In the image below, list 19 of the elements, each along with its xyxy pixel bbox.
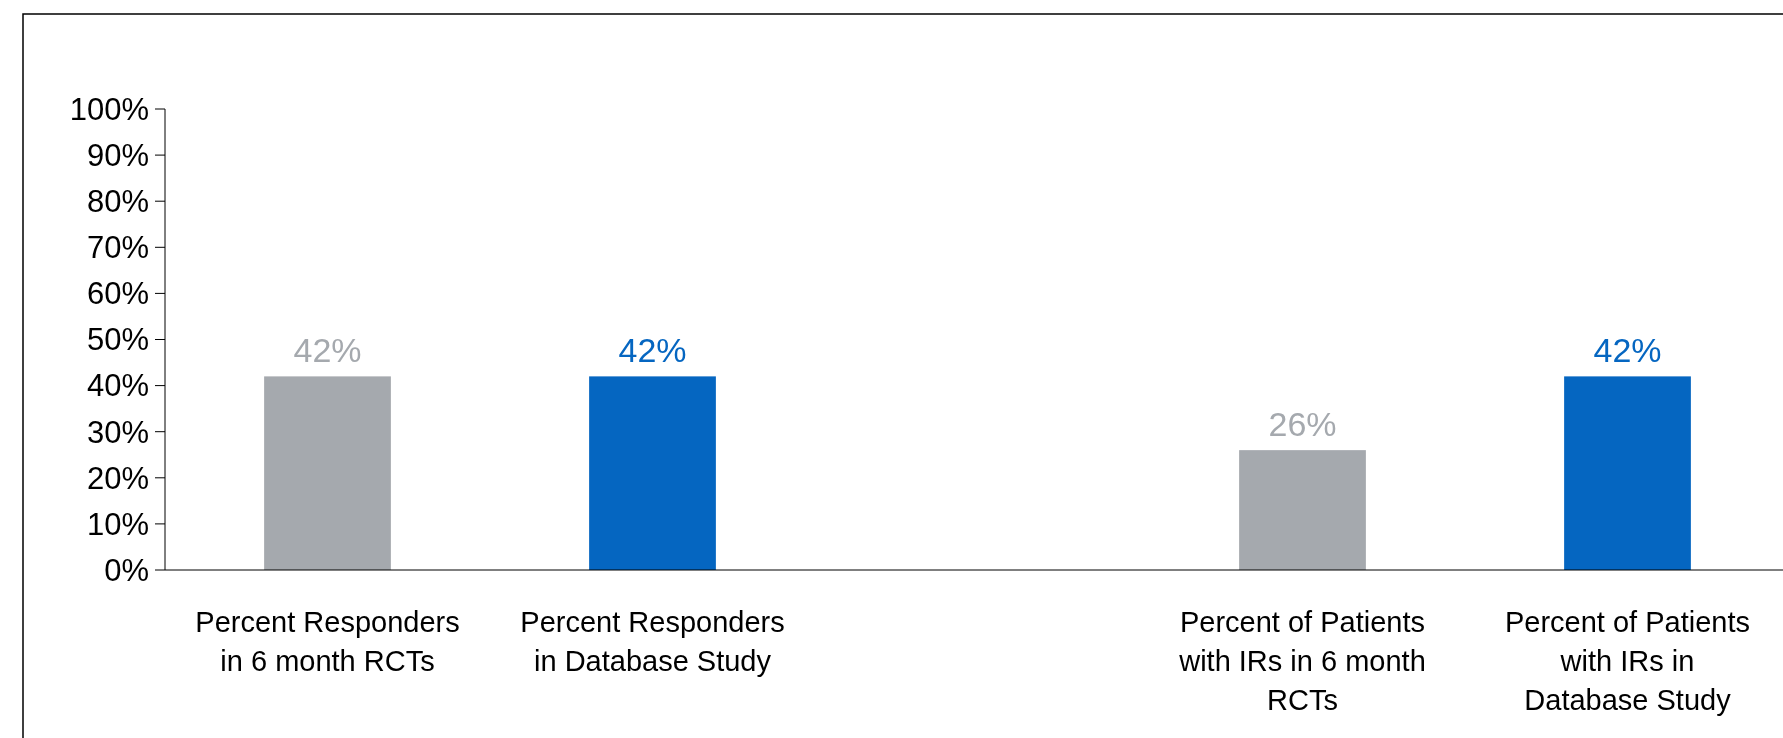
x-tick-label: Percent Responders in Database Study <box>520 606 785 677</box>
y-tick-label: 60% <box>86 276 149 312</box>
y-tick-label: 90% <box>86 137 149 173</box>
y-tick-label: 0% <box>104 552 149 588</box>
x-tick-label: Percent Responders in 6 month RCTs <box>195 606 460 677</box>
y-tick-label: 50% <box>86 322 149 358</box>
y-tick-label: 40% <box>86 368 149 404</box>
y-tick-label: 70% <box>86 230 149 266</box>
y-tick-label: 10% <box>86 506 149 542</box>
data-label: 42% <box>618 331 687 370</box>
y-tick-label: 80% <box>86 184 149 220</box>
y-tick-label: 20% <box>86 460 149 496</box>
data-label: 42% <box>293 331 362 370</box>
y-tick-label: 100% <box>69 91 149 127</box>
x-tick-label: Percent of Patients with IRs in Database Study <box>1504 606 1751 716</box>
data-label: 26% <box>1268 405 1337 444</box>
y-tick-label: 30% <box>86 414 149 450</box>
data-label: 42% <box>1593 331 1662 370</box>
x-tick-label: Percent of Patients with IRs in 6 month RCTs <box>1178 606 1426 716</box>
